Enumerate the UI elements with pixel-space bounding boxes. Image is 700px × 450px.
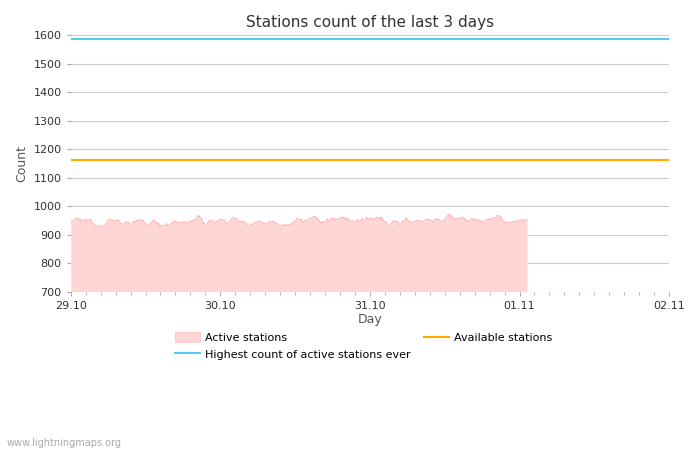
Text: www.lightningmaps.org: www.lightningmaps.org (7, 438, 122, 448)
X-axis label: Day: Day (358, 313, 382, 326)
Title: Stations count of the last 3 days: Stations count of the last 3 days (246, 15, 494, 30)
Y-axis label: Count: Count (15, 145, 28, 182)
Legend: Active stations, Highest count of active stations ever, Available stations: Active stations, Highest count of active… (172, 329, 556, 363)
